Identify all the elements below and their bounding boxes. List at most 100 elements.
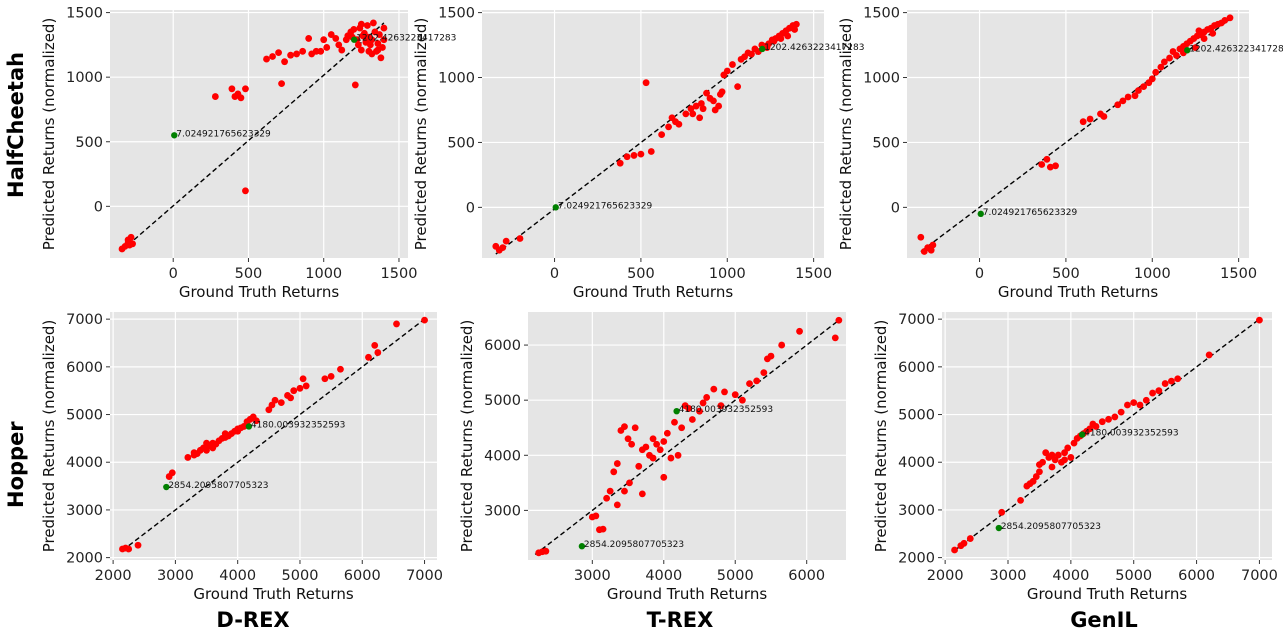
highlight-point — [673, 408, 680, 415]
data-point — [252, 417, 260, 425]
y-tick-label: 4000 — [484, 448, 521, 464]
data-point — [660, 438, 668, 445]
data-point — [616, 159, 624, 167]
data-point — [703, 89, 710, 97]
data-point — [689, 110, 697, 118]
data-point — [1092, 423, 1100, 430]
data-point — [621, 487, 628, 495]
data-point — [203, 439, 210, 447]
highlight-label: 7.024921765623329 — [176, 129, 271, 139]
y-tick-label: 1000 — [863, 71, 900, 87]
y-axis-label: Predicted Returns (normalized) — [40, 320, 58, 553]
y-tick-label: 5000 — [898, 408, 935, 424]
data-point — [278, 80, 285, 88]
highlight-label: 4180.003932352593 — [679, 405, 773, 415]
data-point — [499, 244, 507, 252]
x-axis-label: Ground Truth Returns — [998, 283, 1159, 301]
data-point — [542, 547, 550, 555]
scatter-panel-3: 0 500 1000 1500 0 500 1000 1500 Ground Truth Ret… — [837, 6, 1283, 301]
data-point — [1192, 44, 1199, 52]
data-point — [692, 102, 700, 110]
data-point — [671, 418, 678, 426]
data-point — [960, 539, 968, 547]
scatter-panel-5: 3000 4000 5000 6000 3000 4000 5000 6000 Ground T… — [458, 312, 846, 603]
data-point — [299, 47, 307, 55]
data-point — [1166, 54, 1173, 62]
data-point — [1105, 415, 1112, 423]
data-point — [365, 47, 373, 55]
data-point — [929, 241, 937, 249]
y-tick-label: 0 — [94, 199, 103, 215]
x-tick-label: 1000 — [709, 266, 746, 282]
data-point — [321, 375, 329, 383]
x-tick-label: 500 — [235, 266, 263, 282]
data-point — [1119, 97, 1127, 105]
data-point — [129, 240, 136, 248]
data-point — [317, 47, 325, 55]
data-point — [190, 451, 198, 459]
data-point — [337, 365, 344, 373]
x-tick-label: 1500 — [381, 266, 418, 282]
data-point — [320, 36, 328, 44]
data-point — [354, 41, 362, 49]
data-point — [767, 352, 775, 360]
y-tick-label: 1500 — [863, 6, 900, 22]
data-point — [369, 19, 377, 27]
data-point — [374, 349, 382, 356]
x-tick-label: 0 — [550, 266, 559, 282]
data-point — [649, 454, 657, 462]
data-point — [623, 153, 631, 161]
data-point — [697, 100, 705, 107]
x-axis-label: Ground Truth Returns — [573, 283, 734, 301]
scatter-panel-6: 2000 3000 4000 5000 6000 7000 2000 3000 4000 5000… — [872, 312, 1278, 603]
y-tick-label: 1000 — [66, 70, 103, 86]
data-point — [1149, 389, 1156, 397]
data-point — [221, 430, 229, 438]
data-point — [263, 55, 270, 63]
data-point — [299, 375, 307, 383]
x-tick-label: 5000 — [717, 568, 754, 584]
data-point — [1205, 351, 1213, 359]
data-point — [242, 85, 249, 93]
x-tick-label: 7000 — [1241, 568, 1278, 584]
data-point — [209, 444, 217, 452]
data-point — [1148, 75, 1156, 83]
data-point — [660, 473, 668, 481]
x-tick-label: 4000 — [645, 568, 682, 584]
data-point — [770, 37, 778, 45]
y-axis-label: Predicted Returns (normalized) — [412, 18, 430, 251]
data-point — [917, 233, 925, 241]
x-axis-label: Ground Truth Returns — [607, 585, 768, 603]
data-point — [184, 454, 192, 461]
data-point — [296, 384, 304, 392]
y-tick-label: 5000 — [66, 408, 103, 424]
scatter-panel-4: 2000 3000 4000 5000 6000 7000 2000 3000 4000 5000… — [40, 312, 443, 603]
data-point — [374, 40, 382, 47]
data-point — [738, 396, 746, 404]
data-point — [377, 54, 385, 62]
data-point — [647, 148, 655, 155]
data-point — [927, 246, 935, 254]
y-tick-label: 6000 — [484, 338, 521, 354]
col-title-trex: T-REX — [646, 608, 714, 632]
data-point — [1046, 163, 1054, 171]
highlight-point — [552, 204, 559, 211]
data-point — [237, 94, 245, 102]
data-point — [366, 41, 374, 49]
data-point — [682, 110, 690, 118]
highlight-point — [995, 524, 1003, 532]
row-title-hopper: Hopper — [4, 421, 28, 508]
highlight-point — [1078, 431, 1086, 438]
data-point — [350, 25, 358, 33]
data-point — [699, 399, 707, 407]
data-point — [642, 79, 650, 87]
data-point — [371, 341, 379, 349]
data-point — [638, 490, 646, 498]
y-tick-label: 5000 — [484, 393, 521, 409]
highlight-label: 7.024921765623329 — [558, 201, 653, 211]
data-point — [1142, 396, 1150, 404]
data-point — [778, 341, 786, 349]
data-point — [663, 429, 671, 437]
data-point — [1221, 16, 1229, 24]
